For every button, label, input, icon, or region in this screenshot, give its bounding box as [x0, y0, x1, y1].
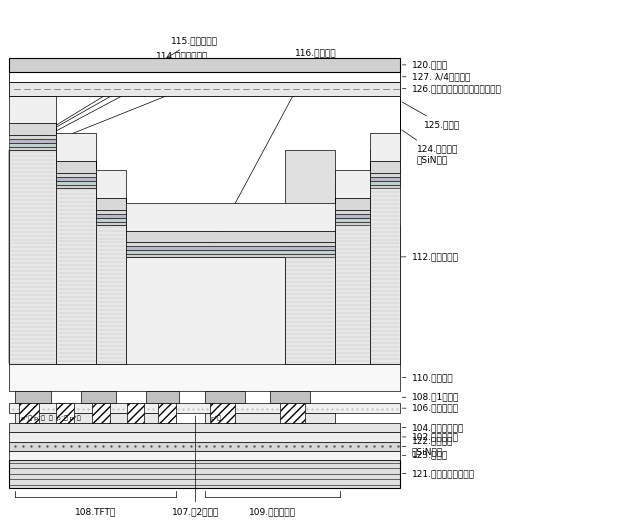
Bar: [146, 392, 179, 403]
Bar: [19, 403, 39, 423]
Text: 123.有機膜: 123.有機膜: [402, 451, 448, 460]
Bar: [9, 432, 399, 442]
Bar: [335, 188, 369, 363]
Text: 126.フィルム型タッチスクリーン: 126.フィルム型タッチスクリーン: [402, 84, 501, 93]
Bar: [335, 188, 369, 363]
Bar: [96, 225, 126, 363]
Bar: [9, 150, 56, 363]
Text: 116.発光素子: 116.発光素子: [211, 48, 337, 247]
Polygon shape: [9, 139, 399, 251]
Bar: [205, 392, 245, 403]
Bar: [127, 403, 144, 423]
Bar: [126, 257, 285, 363]
Polygon shape: [9, 150, 399, 363]
Polygon shape: [9, 96, 399, 230]
Bar: [9, 150, 56, 363]
Bar: [9, 460, 399, 488]
Text: 108.第1金属層: 108.第1金属層: [402, 393, 459, 402]
Bar: [16, 413, 170, 423]
Bar: [9, 82, 399, 96]
Bar: [285, 225, 335, 363]
Text: 122.無機薄膜
（SiN等）: 122.無機薄膜 （SiN等）: [402, 437, 453, 456]
Bar: [9, 442, 399, 451]
Bar: [205, 413, 335, 423]
Bar: [16, 392, 51, 403]
Bar: [9, 363, 399, 392]
Polygon shape: [9, 123, 399, 242]
Text: p⁺層 p⁻層  層  p⁻層 p⁺層: p⁺層 p⁻層 層 p⁻層 p⁺層: [21, 415, 81, 421]
Bar: [81, 392, 116, 403]
Text: p⁺層: p⁺層: [210, 415, 221, 421]
Bar: [9, 423, 399, 432]
Text: 111.アノード電極: 111.アノード電極: [36, 81, 218, 148]
Text: 113.有機EL層: 113.有機EL層: [32, 67, 193, 144]
Bar: [92, 403, 110, 423]
Bar: [369, 150, 399, 363]
Bar: [158, 403, 175, 423]
Text: 104.ゲート絶縁膜: 104.ゲート絶縁膜: [402, 423, 464, 432]
Text: 108.TFT部: 108.TFT部: [75, 508, 116, 516]
Text: 112.素子分離膜: 112.素子分離膜: [374, 252, 458, 262]
Text: 109.保持容量部: 109.保持容量部: [249, 508, 296, 516]
Text: 125.有機膜: 125.有機膜: [402, 102, 460, 129]
Bar: [126, 257, 285, 363]
Text: 124.無機薄膜
（SiN等）: 124.無機薄膜 （SiN等）: [402, 130, 458, 164]
Bar: [285, 150, 335, 363]
Bar: [9, 58, 399, 72]
Bar: [9, 72, 399, 82]
Bar: [56, 188, 96, 363]
Bar: [56, 403, 74, 423]
Bar: [9, 403, 399, 413]
Bar: [280, 403, 305, 423]
Polygon shape: [9, 147, 399, 257]
Text: 106.層間絶縁膜: 106.層間絶縁膜: [402, 404, 458, 413]
Text: 121.フレキシブル基板: 121.フレキシブル基板: [402, 469, 475, 478]
Bar: [210, 403, 235, 423]
Text: 115.キャップ層: 115.キャップ層: [39, 36, 218, 136]
Polygon shape: [9, 135, 399, 246]
Bar: [9, 451, 399, 460]
Bar: [56, 188, 96, 363]
Polygon shape: [9, 144, 399, 254]
Bar: [369, 225, 399, 363]
Text: 120.偏光板: 120.偏光板: [402, 60, 448, 69]
Text: 114.カソード電極: 114.カソード電極: [34, 51, 208, 140]
Text: 127. λ/4位相差板: 127. λ/4位相差板: [402, 72, 470, 81]
Text: 102.下地絶縁膜: 102.下地絶縁膜: [402, 433, 458, 441]
Bar: [270, 392, 310, 403]
Text: 110.平坦化膜: 110.平坦化膜: [402, 373, 453, 382]
Text: 107.第2金属層: 107.第2金属層: [172, 416, 219, 516]
Bar: [96, 225, 126, 363]
